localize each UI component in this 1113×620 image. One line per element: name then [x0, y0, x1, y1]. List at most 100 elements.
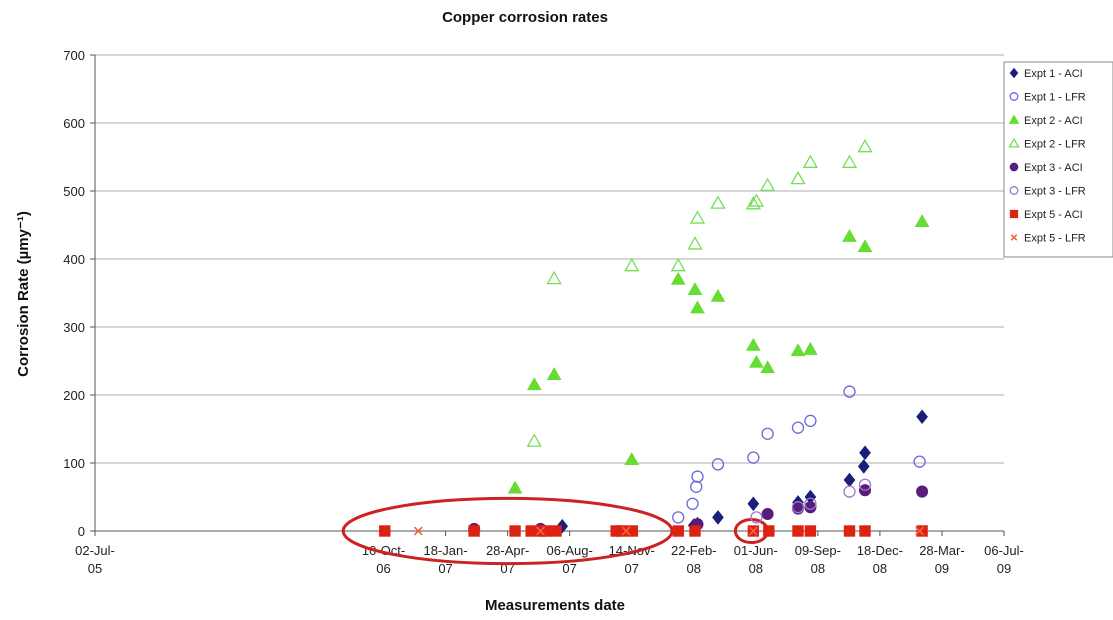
chart-title: Copper corrosion rates [442, 9, 608, 26]
data-point [804, 525, 817, 537]
data-point [509, 525, 521, 537]
y-tick-label: 100 [63, 456, 85, 471]
data-point [804, 497, 817, 510]
y-tick-label: 700 [63, 48, 85, 63]
data-point [468, 525, 480, 537]
legend-label: Expt 2 - LFR [1024, 139, 1086, 151]
data-point [670, 271, 686, 285]
data-point [804, 501, 817, 514]
legend-marker [1009, 162, 1019, 172]
data-point [760, 360, 775, 374]
data-point [747, 451, 760, 464]
data-point [710, 288, 726, 302]
legend-label: Expt 2 - ACI [1024, 115, 1083, 127]
data-point [379, 525, 391, 537]
data-point [843, 525, 856, 537]
x-tick-label: 28-Apr-07 [486, 543, 529, 576]
x-tick-labels: 02-Jul-0510-Oct-0618-Jan-0728-Apr-0706-A… [75, 531, 1024, 576]
data-point [539, 525, 552, 537]
data-point [747, 496, 760, 512]
data-point [687, 282, 703, 295]
legend-label: Expt 3 - LFR [1024, 186, 1086, 198]
data-point [672, 525, 684, 537]
y-tick-label: 600 [63, 116, 85, 131]
series-expt-5-lfr [413, 526, 925, 536]
data-point [915, 526, 925, 536]
data-point [761, 507, 774, 521]
data-point [691, 470, 704, 483]
data-point [413, 526, 423, 536]
x-tick-label: 01-Jun-08 [734, 543, 778, 576]
legend-marker [1008, 114, 1020, 124]
data-point [857, 459, 870, 474]
legend-label: Expt 3 - ACI [1024, 162, 1083, 174]
series-expt-2-aci [507, 214, 930, 494]
data-point [710, 195, 726, 209]
data-point [546, 270, 562, 285]
legend-label: Expt 5 - ACI [1024, 209, 1083, 221]
legend: Expt 1 - ACI Expt 1 - LFR Expt 2 - ACI Expt… [1003, 61, 1113, 258]
data-point [546, 367, 562, 380]
data-point [791, 501, 805, 514]
data-point [507, 480, 523, 494]
legend-marker [1009, 67, 1019, 79]
data-point [749, 354, 764, 368]
y-tick-label: 400 [63, 252, 85, 267]
data-point [712, 510, 724, 525]
data-point [914, 214, 930, 227]
data-point [857, 138, 873, 153]
y-tick-label: 300 [63, 320, 85, 335]
legend-label: Expt 1 - ACI [1024, 68, 1083, 80]
data-point [916, 409, 928, 425]
data-point [748, 526, 758, 536]
data-point [857, 239, 873, 253]
data-point [621, 526, 631, 536]
legend-marker [1009, 209, 1019, 219]
x-tick-label: 18-Dec-08 [857, 543, 903, 576]
data-point [843, 485, 856, 498]
data-point [670, 257, 686, 272]
x-tick-label: 18-Jan-07 [424, 543, 468, 576]
data-point [624, 452, 640, 465]
data-point [842, 229, 857, 242]
x-tick-label: 09-Sep-08 [795, 543, 841, 576]
x-tick-label: 06-Jul-09 [984, 543, 1024, 576]
data-point [843, 472, 856, 488]
axes [94, 55, 1004, 532]
data-point [711, 458, 725, 471]
data-point [916, 485, 929, 498]
y-tick-label: 0 [78, 524, 85, 539]
data-point [841, 154, 858, 168]
data-point [859, 525, 871, 537]
data-point [689, 210, 706, 224]
legend-label: Expt 5 - LFR [1024, 233, 1086, 245]
data-point [748, 193, 765, 207]
legend-box [1003, 61, 1113, 258]
data-point [690, 480, 703, 493]
data-point [672, 511, 685, 524]
data-point [791, 421, 805, 434]
data-point [790, 170, 806, 185]
legend-marker [1010, 234, 1018, 241]
data-point [745, 196, 761, 210]
data-point [745, 337, 761, 351]
series-expt-1-lfr [672, 385, 926, 524]
series-expt-3-lfr [750, 478, 872, 524]
data-points [379, 138, 930, 537]
data-point [763, 525, 775, 537]
y-tick-labels: 0 100 200 300 400 500 600 700 [63, 48, 95, 539]
data-point [615, 525, 627, 537]
data-point [526, 433, 542, 447]
data-point [690, 300, 705, 314]
data-point [859, 445, 871, 461]
annotation-ellipse [341, 496, 674, 566]
x-axis-title: Measurements date [485, 597, 625, 614]
legend-label: Expt 1 - LFR [1024, 92, 1086, 104]
x-tick-label: 06-Aug-07 [547, 543, 593, 576]
data-point [916, 525, 928, 537]
data-point [843, 385, 856, 398]
series-expt-1-aci [556, 409, 928, 534]
data-point [550, 525, 562, 537]
data-point [790, 343, 806, 357]
